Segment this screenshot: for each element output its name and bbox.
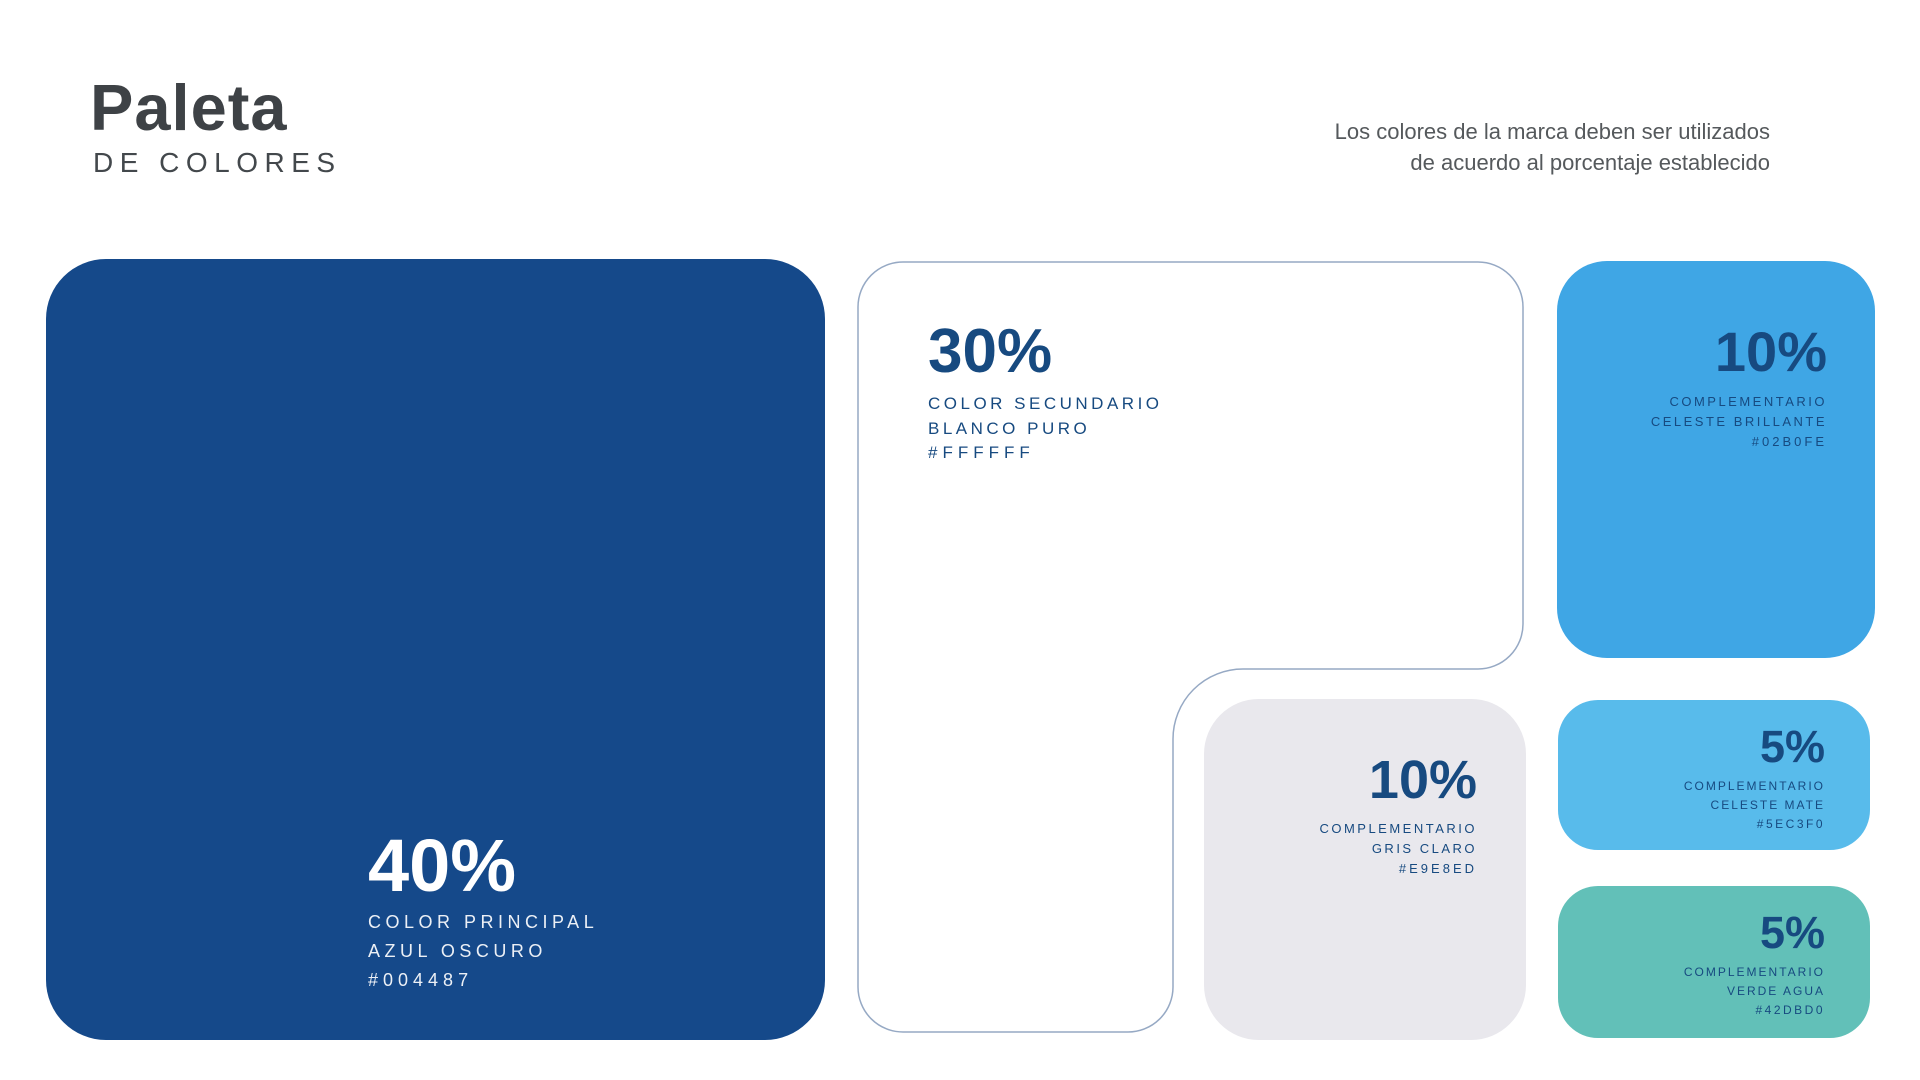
celeste-mate-percent: 5% — [1759, 721, 1825, 772]
verde-agua-label2: VERDE AGUA — [1726, 983, 1825, 998]
swatch-celeste-mate: 5% COMPLEMENTARIO CELESTE MATE #5EC3F0 — [1558, 700, 1870, 850]
swatch-principal-text: 40% COLOR PRINCIPAL AZUL OSCURO #004487 — [368, 825, 598, 995]
verde-agua-label1: COMPLEMENTARIO — [1683, 964, 1825, 979]
verde-agua-labels: COMPLEMENTARIO VERDE AGUA #42DBD0 — [1558, 963, 1825, 1020]
usage-note: Los colores de la marca deben ser utiliz… — [1335, 116, 1770, 178]
secundario-label1: COLOR SECUNDARIO — [928, 394, 1163, 414]
swatch-celeste-brillante: 10% COMPLEMENTARIO CELESTE BRILLANTE #02… — [1557, 261, 1875, 658]
principal-labels: COLOR PRINCIPAL AZUL OSCURO #004487 — [368, 908, 598, 995]
verde-agua-hex: #42DBD0 — [1755, 1002, 1825, 1017]
gris-claro-label1: COMPLEMENTARIO — [1319, 821, 1477, 837]
celeste-mate-hex: #5EC3F0 — [1756, 816, 1825, 831]
gris-claro-hex: #E9E8ED — [1398, 861, 1477, 877]
principal-percent: 40% — [368, 824, 517, 907]
gris-claro-labels: COMPLEMENTARIO GRIS CLARO #E9E8ED — [1204, 819, 1477, 879]
secundario-hex: #FFFFFF — [928, 443, 1035, 463]
celeste-brillante-hex: #02B0FE — [1751, 433, 1827, 449]
page-subtitle: DE COLORES — [93, 147, 342, 178]
gris-claro-percent: 10% — [1368, 750, 1477, 810]
principal-label2: AZUL OSCURO — [368, 941, 547, 962]
swatch-gris-claro: 10% COMPLEMENTARIO GRIS CLARO #E9E8ED — [1204, 699, 1526, 1040]
celeste-brillante-labels: COMPLEMENTARIO CELESTE BRILLANTE #02B0FE — [1557, 392, 1827, 452]
secundario-percent: 30% — [928, 317, 1053, 386]
usage-note-line1: Los colores de la marca deben ser utiliz… — [1334, 119, 1770, 144]
usage-note-line2: de acuerdo al porcentaje establecido — [1410, 150, 1770, 175]
celeste-brillante-label1: COMPLEMENTARIO — [1669, 393, 1827, 409]
secundario-labels: COLOR SECUNDARIO BLANCO PURO #FFFFFF — [928, 392, 1163, 466]
principal-label1: COLOR PRINCIPAL — [368, 912, 599, 933]
gris-claro-label2: GRIS CLARO — [1371, 841, 1477, 857]
page-title: Paleta — [90, 71, 288, 144]
celeste-mate-label1: COMPLEMENTARIO — [1683, 778, 1825, 793]
swatch-principal: 40% COLOR PRINCIPAL AZUL OSCURO #004487 — [46, 259, 825, 1040]
celeste-mate-labels: COMPLEMENTARIO CELESTE MATE #5EC3F0 — [1558, 777, 1825, 834]
celeste-brillante-label2: CELESTE BRILLANTE — [1650, 413, 1827, 429]
celeste-mate-label2: CELESTE MATE — [1710, 797, 1825, 812]
celeste-brillante-percent: 10% — [1714, 320, 1827, 383]
swatch-secundario-text: 30% COLOR SECUNDARIO BLANCO PURO #FFFFFF — [928, 317, 1163, 466]
secundario-label2: BLANCO PURO — [928, 418, 1091, 438]
swatch-verde-agua: 5% COMPLEMENTARIO VERDE AGUA #42DBD0 — [1558, 886, 1870, 1038]
verde-agua-percent: 5% — [1759, 907, 1825, 958]
principal-hex: #004487 — [368, 970, 474, 991]
secundario-shape-path — [857, 261, 1524, 1033]
swatch-secundario-outline — [857, 261, 1524, 1033]
